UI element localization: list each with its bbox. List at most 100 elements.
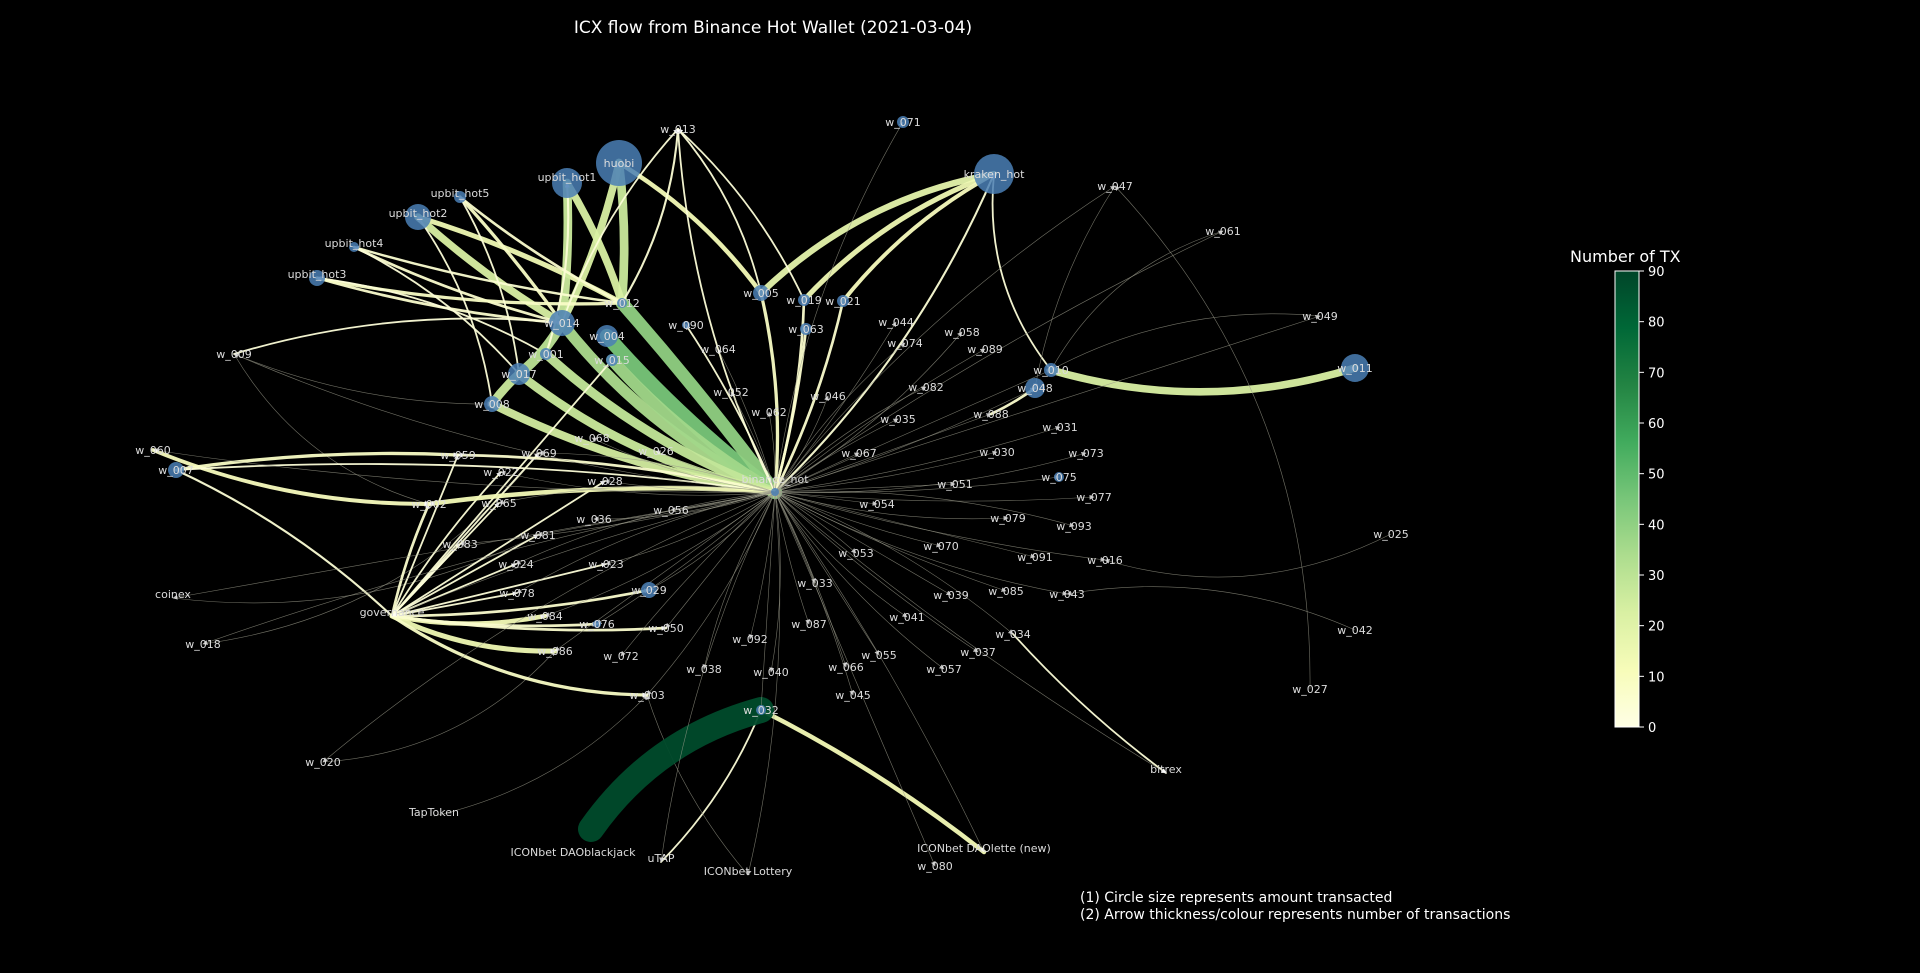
edge-w_014-to-w_013: [561, 128, 679, 324]
node-label-w_092: w_092: [732, 633, 768, 646]
node-w_015: [606, 354, 618, 366]
edge-TapToken-to-w_003: [433, 694, 648, 817]
edge-binance_hot-to-w_007: [175, 463, 776, 493]
node-label-w_054: w_054: [859, 498, 895, 511]
node-label-w_037: w_037: [960, 646, 996, 659]
edge-w_012-to-upbit_hot4: [352, 245, 624, 305]
node-w_032: [756, 705, 766, 715]
note-arrow-thickness: (2) Arrow thickness/colour represents nu…: [1080, 907, 1511, 923]
edge-binance_hot-to-w_048: [774, 387, 1036, 493]
edge-governance-to-w_050: [390, 614, 668, 632]
node-label-kraken_hot: kraken_hot: [964, 168, 1026, 181]
node-label-w_016: w_016: [1087, 554, 1123, 567]
node-label-w_069: w_069: [521, 447, 557, 460]
node-label-w_074: w_074: [887, 337, 923, 350]
node-label-w_008: w_008: [474, 398, 510, 411]
edge-binance_hot-to-w_063: [773, 327, 808, 494]
chart-title: ICX flow from Binance Hot Wallet (2021-0…: [573, 18, 973, 38]
node-label-w_045: w_045: [835, 689, 871, 702]
edge-binance_hot-to-w_049: [774, 315, 1321, 493]
node-label-w_018: w_018: [185, 638, 221, 651]
edge-binance_hot-to-w_062: [767, 411, 776, 493]
node-label-w_002: w_002: [411, 498, 447, 511]
node-label-w_028: w_028: [587, 475, 623, 488]
edge-w_060-to-w_002: [151, 448, 431, 507]
edge-w_032-to-ICONbet-DAOblackjack: [578, 697, 774, 842]
node-w_090: [682, 321, 690, 329]
node-label-w_026: w_026: [638, 445, 674, 458]
node-label-w_063: w_063: [788, 323, 824, 336]
colorbar-tick-label: 30: [1648, 569, 1665, 584]
node-label-w_061: w_061: [1205, 225, 1241, 238]
node-label-w_024: w_024: [498, 558, 534, 571]
edge-binance_hot-to-w_050: [665, 491, 776, 629]
node-label-w_051: w_051: [937, 478, 973, 491]
edge-binance_hot-to-w_029: [648, 491, 776, 591]
node-label-w_086: w_086: [537, 645, 573, 658]
node-w_019: [798, 294, 810, 306]
edge-governance-to-w_069: [391, 452, 540, 617]
node-label-w_013: w_013: [660, 123, 696, 136]
edge-binance_hot-to-w_041: [774, 491, 908, 618]
edge-w_008-to-upbit_hot2: [417, 216, 493, 405]
edge-w_027-to-w_047: [1114, 185, 1311, 690]
edge-w_049-to-w_010: [1050, 313, 1321, 371]
edge-binance_hot-to-w_022: [500, 470, 776, 496]
colorbar-tick-label: 60: [1648, 417, 1665, 432]
edge-binance_hot-to-w_039: [774, 491, 952, 596]
edge-binance_hot-to-w_082: [774, 386, 927, 493]
node-label-w_020: w_020: [305, 756, 341, 769]
node-label-upbit_hot2: upbit_hot2: [389, 207, 448, 220]
edge-binance_hot-to-w_012: [615, 296, 782, 499]
edge-binance_hot-to-w_043: [774, 491, 1068, 596]
edge-ICONbet-DAOlette-(new)-to-w_032: [758, 707, 987, 855]
node-label-w_007: w_007: [158, 464, 194, 477]
node-label-w_021: w_021: [825, 295, 861, 308]
node-label-w_052: w_052: [713, 386, 749, 399]
node-label-w_004: w_004: [589, 330, 625, 343]
edge-binance_hot-to-w_035: [774, 418, 899, 493]
edge-binance_hot-to-w_078: [516, 491, 776, 594]
edge-binance_hot-to-w_071: [774, 121, 904, 493]
edge-binance_hot-to-w_086: [554, 491, 776, 652]
edge-w_014-to-upbit_hot2: [414, 213, 566, 327]
node-w_076: [593, 620, 601, 628]
node-label-w_030: w_030: [979, 446, 1015, 459]
node-label-w_080: w_080: [917, 860, 953, 873]
edge-governance-to-w_015: [391, 359, 613, 617]
node-w_007: [168, 462, 184, 478]
chart-notes: (1) Circle size represents amount transa…: [1080, 890, 1510, 924]
edge-binance_hot-to-w_044: [774, 321, 897, 493]
node-w_011: [1341, 354, 1369, 382]
edge-w_012-to-upbit_hot5: [458, 195, 624, 305]
colorbar-tick-label: 20: [1648, 620, 1665, 635]
colorbar-tick-label: 40: [1648, 518, 1665, 533]
node-label-w_059: w_059: [440, 449, 476, 462]
node-label-w_066: w_066: [828, 661, 864, 674]
node-label-w_078: w_078: [499, 587, 535, 600]
node-upbit_hot1: [552, 168, 582, 198]
edge-binance_hot-to-w_064: [717, 348, 776, 493]
node-label-w_036: w_036: [576, 513, 612, 526]
edge-w_010-to-kraken_hot: [991, 173, 1052, 371]
edge-governance-to-w_086: [389, 613, 558, 654]
node-huobi: [596, 140, 642, 186]
node-w_005: [753, 285, 769, 301]
colorbar: 0 10 20 30 40 50 60 70 80 90: [1614, 265, 1665, 736]
note-circle-size: (1) Circle size represents amount transa…: [1080, 890, 1393, 906]
node-label-w_077: w_077: [1076, 491, 1112, 504]
node-label-taptoken: TapToken: [408, 806, 459, 819]
node-upbit_hot2: [405, 204, 431, 230]
node-label-w_041: w_041: [889, 611, 925, 624]
node-label-w_055: w_055: [861, 649, 897, 662]
node-label-w_001: w_001: [528, 348, 564, 361]
node-label-w_070: w_070: [923, 540, 959, 553]
node-label-w_048: w_048: [1017, 382, 1053, 395]
edge-w_042-to-w_043: [1066, 586, 1356, 631]
node-label-w_010: w_010: [1033, 364, 1069, 377]
edge-w_047-to-w_048: [1033, 185, 1116, 389]
node-w_004: [596, 325, 618, 347]
node-label-w_039: w_039: [933, 589, 969, 602]
node-w_071: [897, 116, 909, 128]
edge-w_007-to-w_059: [174, 451, 460, 472]
